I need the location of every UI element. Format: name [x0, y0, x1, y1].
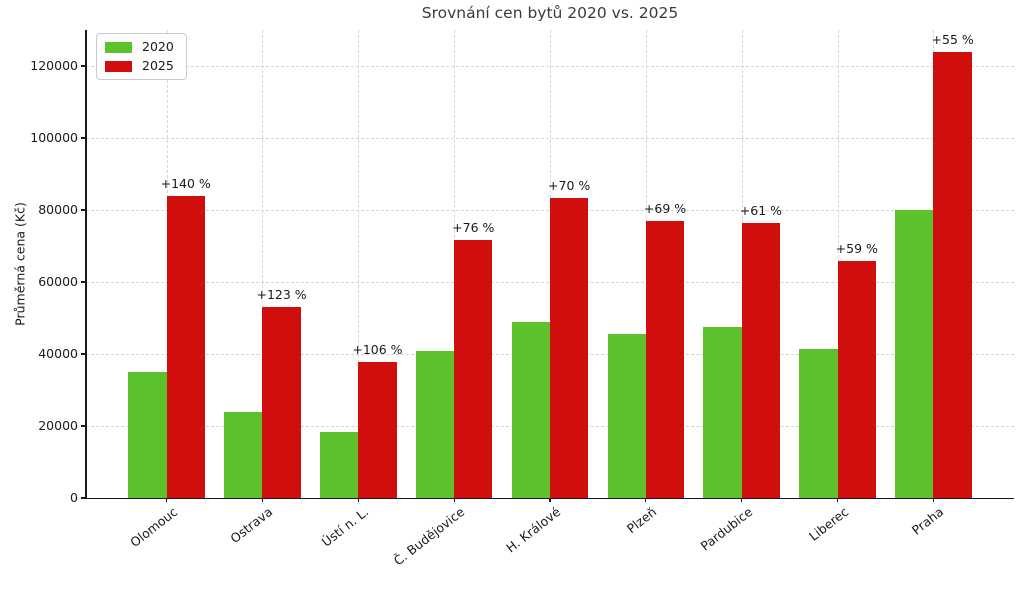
pct-annotation-praha: +55 % — [931, 31, 974, 47]
y-tick-mark — [81, 209, 86, 211]
legend-label-2025: 2025 — [142, 58, 174, 73]
x-tick-mark — [645, 498, 647, 502]
bar-2025-olomouc — [166, 195, 205, 498]
bar-2025-liberec — [837, 261, 876, 498]
y-tick-mark — [81, 281, 86, 283]
legend-item-2025: 2025 — [105, 59, 174, 73]
chart-title: Srovnání cen bytů 2020 vs. 2025 — [421, 4, 679, 22]
bar-2020-pardubice — [703, 327, 742, 498]
pct-annotation-h-kr-lov: +70 % — [548, 178, 591, 194]
legend-item-2020: 2020 — [105, 40, 174, 54]
pct-annotation-olomouc: +140 % — [160, 175, 211, 191]
x-tick-mark — [932, 498, 935, 502]
x-tick-mark — [261, 498, 263, 502]
v-gridline — [358, 30, 360, 498]
y-axis-spine — [85, 30, 87, 498]
legend: 2020 2025 — [96, 33, 187, 80]
y-tick-label: 0 — [70, 490, 78, 505]
pct-annotation-st-n-l: +106 % — [352, 341, 403, 357]
legend-swatch-2020 — [105, 41, 132, 53]
y-tick-mark — [81, 65, 86, 67]
y-tick-label: 80000 — [38, 202, 78, 217]
pct-annotation-plze: +69 % — [643, 201, 687, 217]
pct-annotation-liberec: +59 % — [835, 241, 878, 257]
v-gridline — [262, 30, 264, 498]
legend-label-2020: 2020 — [142, 39, 174, 54]
x-axis-spine — [85, 497, 1014, 499]
y-tick-label: 120000 — [30, 58, 78, 73]
y-tick-mark — [81, 353, 86, 355]
bar-2025-praha — [933, 51, 972, 498]
bar-2025-st-n-l — [358, 361, 397, 498]
y-tick-mark — [81, 137, 86, 139]
x-tick-mark — [453, 498, 455, 502]
x-tick-mark — [837, 498, 839, 502]
bar-2025-plze — [645, 221, 685, 498]
x-tick-mark — [357, 498, 359, 502]
bar-2020-h-kr-lov — [511, 321, 550, 498]
bar-2025-ostrava — [262, 307, 301, 498]
bar-2025-bud-jovice — [454, 239, 493, 498]
bar-2025-pardubice — [741, 222, 781, 498]
bar-2020-st-n-l — [319, 431, 359, 498]
y-tick-label: 20000 — [38, 418, 78, 433]
x-tick-mark — [165, 498, 168, 502]
x-tick-mark — [741, 498, 743, 502]
bar-2020-bud-jovice — [415, 351, 455, 498]
y-tick-mark — [81, 497, 86, 499]
legend-swatch-2025 — [105, 60, 132, 72]
y-tick-label: 60000 — [38, 274, 78, 289]
x-tick-mark — [549, 498, 551, 502]
bar-2025-h-kr-lov — [550, 198, 589, 498]
bar-2020-praha — [895, 210, 934, 498]
y-tick-mark — [81, 425, 86, 427]
pct-annotation-bud-jovice: +76 % — [452, 219, 495, 235]
y-tick-label: 40000 — [38, 346, 78, 361]
bar-2020-olomouc — [128, 372, 167, 498]
pct-annotation-ostrava: +123 % — [256, 287, 307, 303]
x-tick-label-olomouc: Olomouc — [126, 504, 180, 551]
bar-2020-ostrava — [224, 412, 263, 498]
y-tick-label: 100000 — [30, 130, 78, 145]
bar-2020-liberec — [799, 348, 838, 498]
pct-annotation-pardubice: +61 % — [739, 202, 783, 218]
bar-2020-plze — [607, 334, 646, 498]
